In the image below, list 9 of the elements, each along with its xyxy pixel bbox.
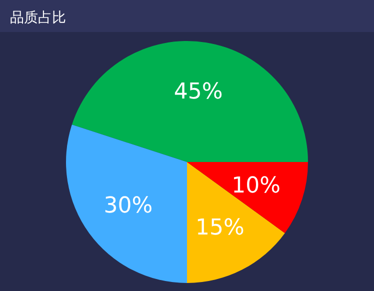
data-label: 45% <box>174 79 223 104</box>
pie-slice <box>187 162 285 283</box>
pie-slice <box>72 41 308 162</box>
data-label: 10% <box>232 173 280 198</box>
data-label: 15% <box>196 216 244 241</box>
chart-title: 品质占比 <box>10 10 66 26</box>
pie-slice <box>66 124 187 283</box>
pie-slice <box>187 162 308 234</box>
data-label: 30% <box>104 194 153 219</box>
